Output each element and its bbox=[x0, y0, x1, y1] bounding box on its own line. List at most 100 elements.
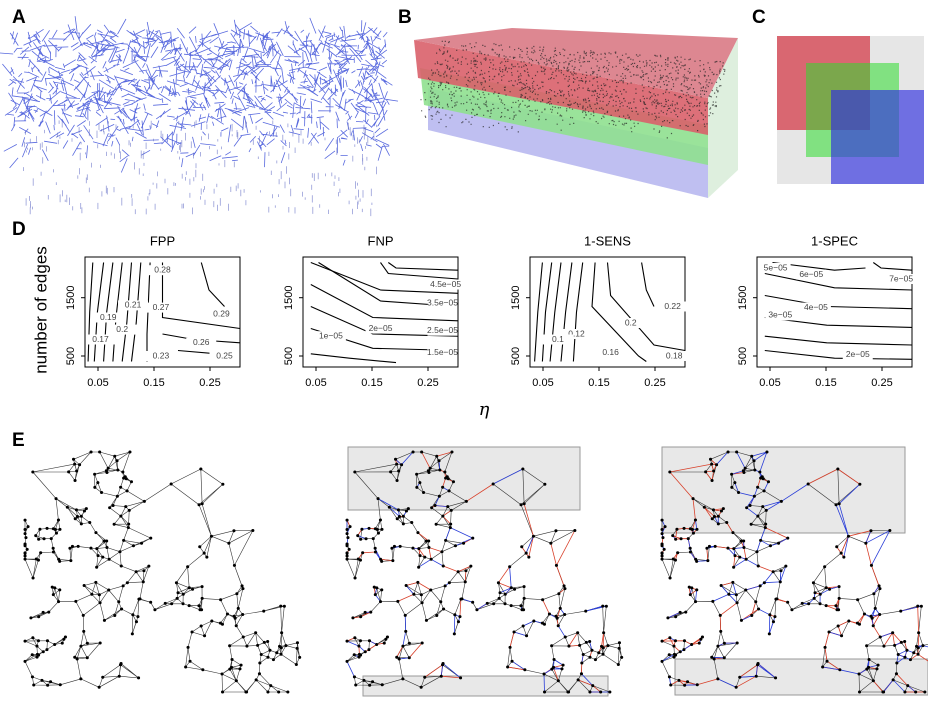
plot-title: FPP bbox=[150, 233, 175, 248]
label-bg bbox=[595, 347, 626, 358]
contour-line bbox=[641, 262, 655, 307]
contour-line bbox=[541, 262, 553, 362]
contour-line bbox=[572, 262, 584, 362]
label-bg bbox=[427, 298, 458, 309]
plot-frame bbox=[84, 256, 241, 368]
contour-line bbox=[87, 262, 94, 362]
plot-title: FNP bbox=[368, 233, 394, 248]
nodes bbox=[660, 450, 927, 694]
contour-plot: FNP 4.5e−05 3.5e−05 2.5e−05 2e−05 1.5e−05 1e−0… bbox=[283, 233, 461, 388]
x-tick-label: 0.05 bbox=[87, 377, 108, 389]
panel-a-graphic bbox=[0, 16, 399, 217]
contour-label: 7e−05 bbox=[889, 273, 913, 283]
label-bg bbox=[842, 349, 873, 360]
red-layer-side bbox=[414, 40, 708, 135]
label-bg bbox=[315, 331, 346, 342]
label-bg bbox=[765, 310, 796, 321]
y-tick-label: 500 bbox=[737, 347, 749, 365]
contour-line bbox=[764, 349, 913, 360]
label-bg bbox=[107, 324, 138, 335]
y-tick-label: 500 bbox=[283, 347, 295, 365]
label-bg bbox=[886, 274, 917, 284]
contour-line bbox=[161, 262, 241, 330]
slab-side bbox=[708, 38, 738, 198]
contour-plot: 1-SPEC 5e−05 6e−05 7e−05 4e−05 3e−05 2e−05 0.05… bbox=[737, 233, 917, 389]
contour-label: 2e−05 bbox=[846, 349, 870, 359]
x-axis-label: η bbox=[479, 399, 490, 420]
contour-plot: 1-SENS 0.22 0.2 0.18 0.16 0.12 0.1 0.05 0.15 0.25… bbox=[510, 233, 690, 389]
x-tick-label: 0.15 bbox=[588, 377, 609, 389]
label-bg bbox=[147, 265, 178, 276]
contour-label: 3.5e−05 bbox=[427, 297, 458, 307]
contour-label: 4e−05 bbox=[804, 302, 828, 312]
y-tick-label: 1500 bbox=[65, 285, 77, 309]
label-bg bbox=[206, 309, 237, 320]
label-bg bbox=[85, 334, 116, 345]
x-tick-label: 0.05 bbox=[305, 377, 326, 389]
contour-line bbox=[310, 284, 459, 322]
label-bg bbox=[542, 334, 573, 345]
label-bg bbox=[657, 301, 688, 312]
highlight-box bbox=[362, 675, 609, 697]
contour-line bbox=[534, 262, 543, 362]
label-bg bbox=[145, 302, 176, 313]
contour-line bbox=[93, 262, 105, 362]
contour-line bbox=[560, 262, 573, 362]
contour-label: 0.12 bbox=[568, 328, 585, 338]
highlight-box bbox=[661, 446, 906, 534]
y-tick-label: 1500 bbox=[737, 285, 749, 309]
panel-e-graphic bbox=[23, 446, 928, 697]
contour-label: 2e−05 bbox=[369, 323, 393, 333]
panel-d-graphic: FPP 0.28 0.29 0.27 0.26 0.25 0.23 0.21 0.2 0.19 0.… bbox=[65, 233, 917, 389]
panel-letter: D bbox=[12, 219, 26, 240]
contour-line bbox=[200, 262, 225, 307]
sparse-segments bbox=[23, 120, 377, 217]
contour-line bbox=[591, 262, 647, 362]
contour-label: 6e−05 bbox=[799, 269, 823, 279]
contour-label: 0.1 bbox=[552, 334, 564, 344]
contour-line bbox=[772, 261, 866, 271]
contour-line bbox=[872, 262, 913, 271]
contour-line bbox=[380, 262, 459, 280]
square-blue bbox=[831, 90, 924, 184]
contour-label: 0.27 bbox=[153, 302, 170, 312]
contour-label: 0.17 bbox=[92, 334, 109, 344]
label-bg bbox=[186, 337, 217, 348]
contour-label: 0.25 bbox=[216, 350, 233, 360]
contour-label: 0.28 bbox=[154, 264, 171, 274]
contour-line bbox=[764, 272, 913, 291]
edges-blue bbox=[661, 451, 928, 693]
label-bg bbox=[118, 300, 149, 311]
y-tick-label: 500 bbox=[510, 347, 522, 365]
contour-label: 0.16 bbox=[602, 347, 619, 357]
label-bg bbox=[427, 347, 458, 358]
plot-title: 1-SPEC bbox=[811, 233, 858, 248]
contour-label: 5e−05 bbox=[764, 262, 788, 272]
contour-line bbox=[103, 262, 114, 362]
x-tick-label: 0.15 bbox=[143, 377, 164, 389]
x-tick-label: 0.25 bbox=[199, 377, 220, 389]
nodes bbox=[345, 450, 624, 694]
network-segments bbox=[0, 16, 399, 173]
contour-line bbox=[549, 262, 562, 362]
label-bg bbox=[93, 312, 124, 323]
label-bg bbox=[430, 279, 461, 290]
nodes bbox=[23, 450, 302, 694]
contour-label: 0.2 bbox=[116, 324, 128, 334]
label-bg bbox=[615, 318, 646, 328]
y-tick-label: 1500 bbox=[510, 285, 522, 309]
panel-letter: B bbox=[398, 7, 412, 28]
x-tick-label: 0.05 bbox=[532, 377, 553, 389]
label-bg bbox=[145, 351, 176, 361]
plot-frame bbox=[302, 256, 459, 368]
contour-line bbox=[130, 262, 142, 362]
contour-label: 2.5e−05 bbox=[427, 325, 458, 335]
contour-label: 0.19 bbox=[100, 312, 117, 322]
contour-label: 0.29 bbox=[213, 308, 230, 318]
edges-blue bbox=[346, 451, 610, 693]
x-tick-label: 0.05 bbox=[759, 377, 780, 389]
highlight-box bbox=[347, 446, 581, 511]
contour-label: 0.26 bbox=[193, 337, 210, 347]
contour-label: 1.5e−05 bbox=[427, 347, 458, 357]
